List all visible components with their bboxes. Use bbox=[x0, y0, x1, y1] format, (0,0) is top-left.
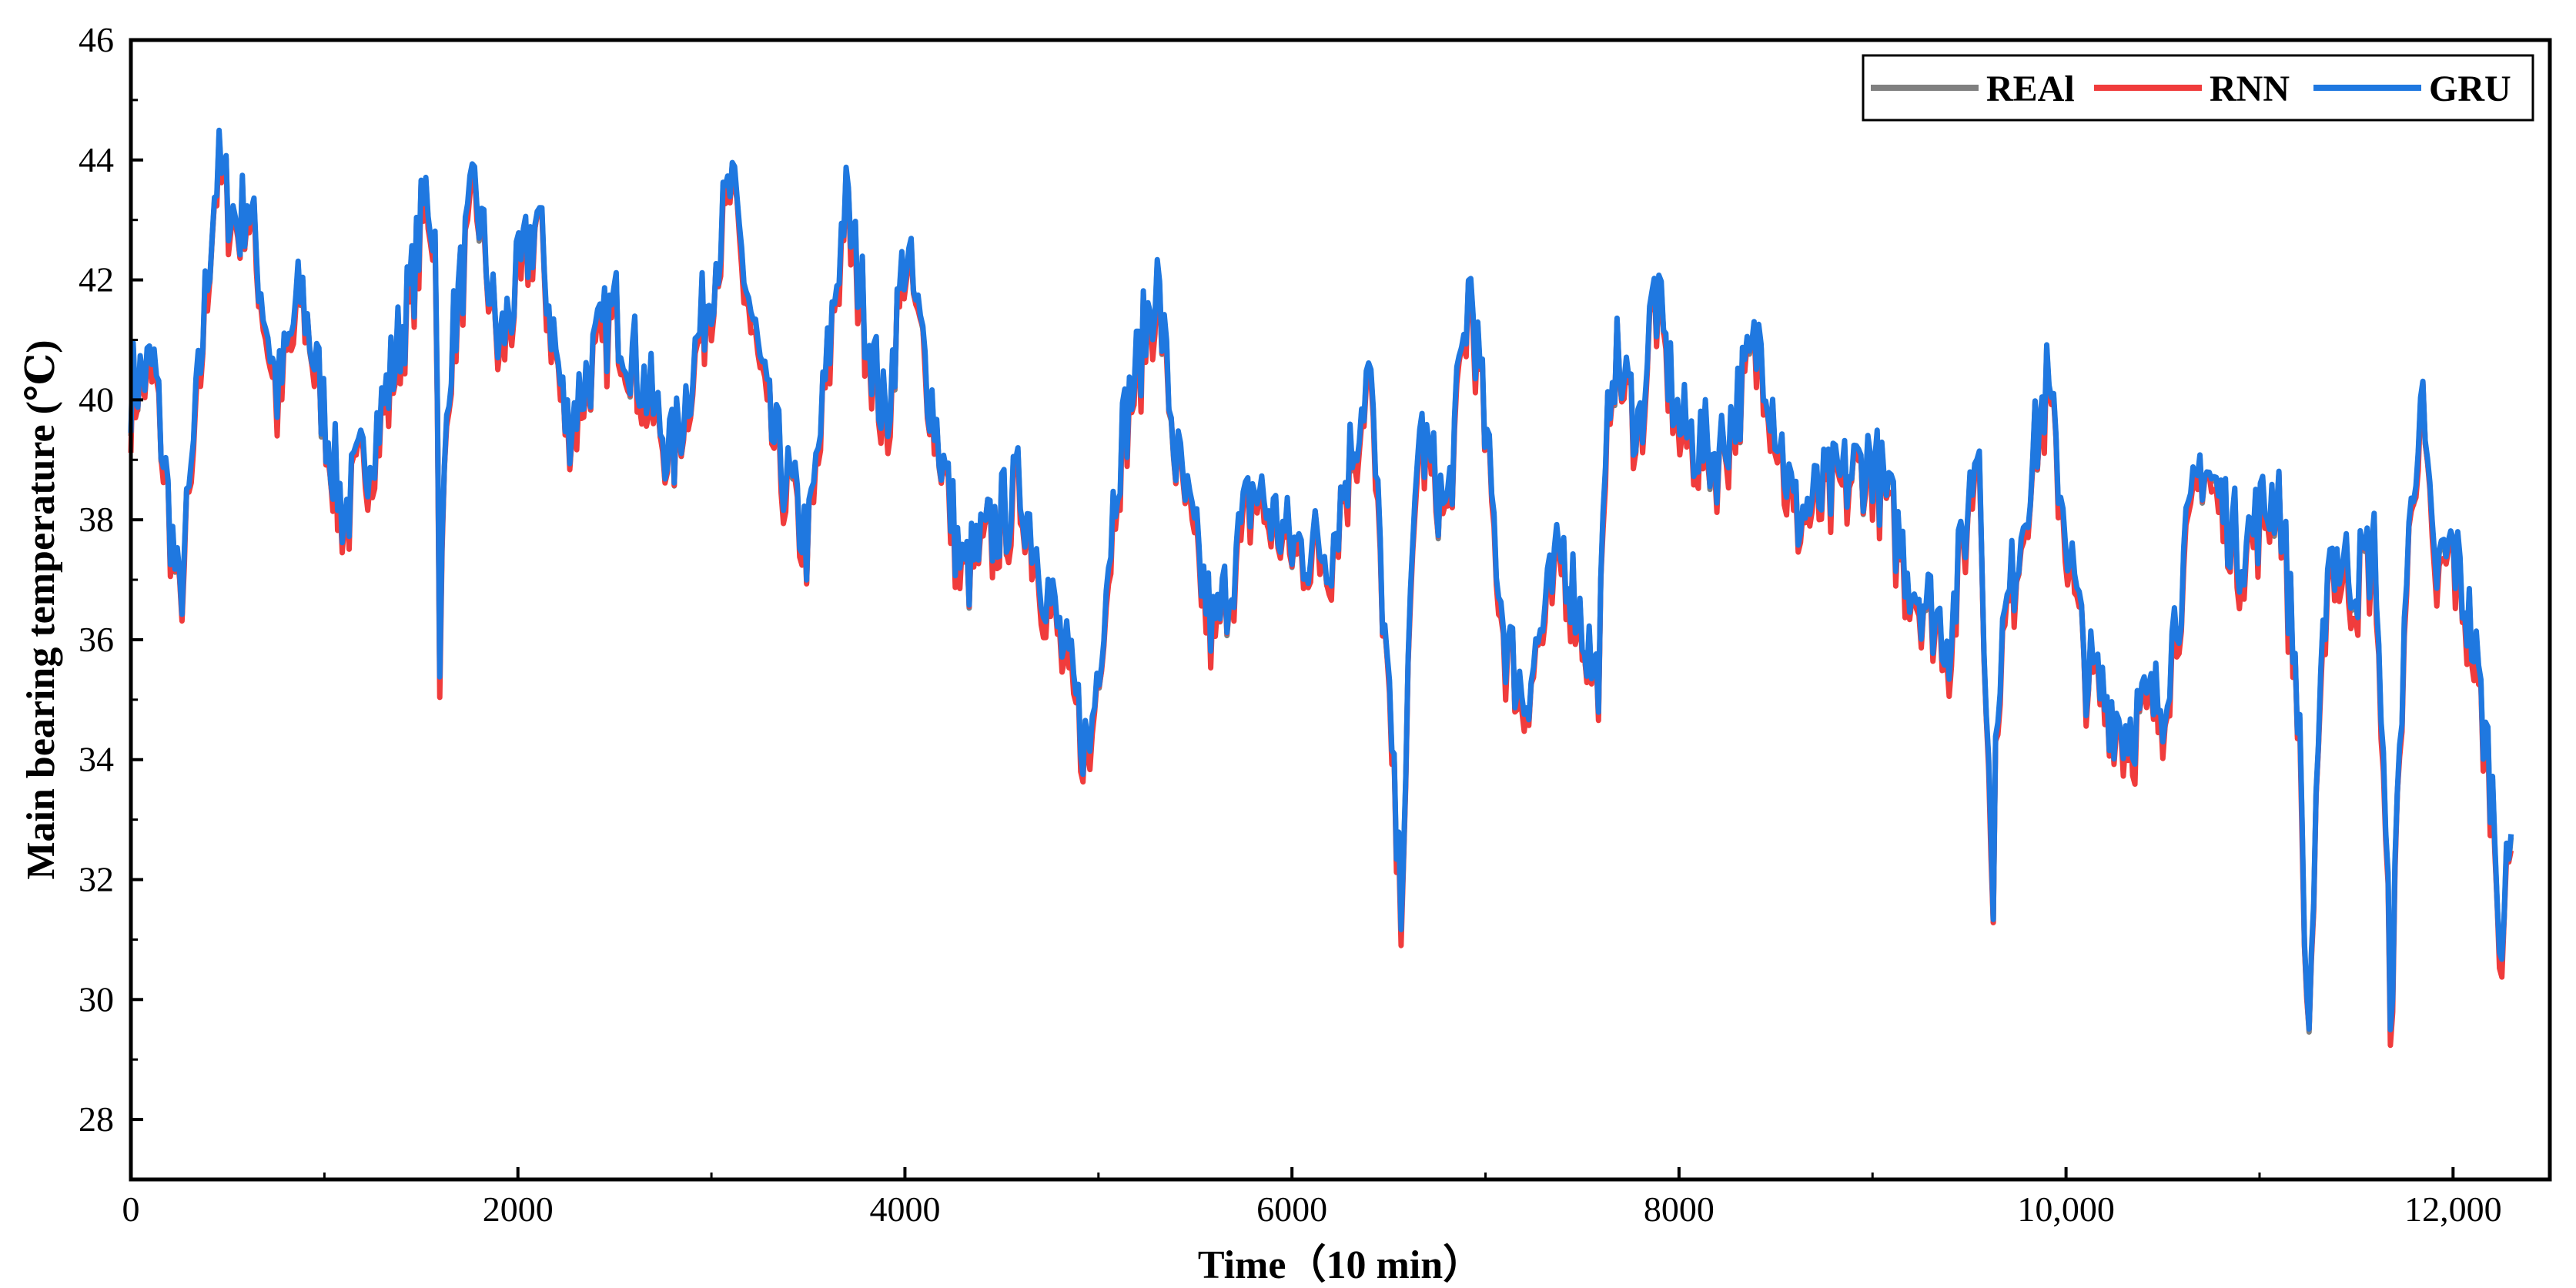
x-axis: 0 2000 4000 6000 8000 10,000 12,000 bbox=[122, 1167, 2502, 1229]
y-tick-label: 36 bbox=[79, 620, 114, 659]
y-axis: 28 30 32 34 36 38 40 42 44 46 bbox=[79, 20, 143, 1181]
y-tick-label: 34 bbox=[79, 740, 114, 779]
y-tick-label: 32 bbox=[79, 860, 114, 899]
legend: REAl RNN GRU bbox=[1862, 54, 2534, 122]
legend-label: REAl bbox=[1986, 69, 2075, 109]
series-line bbox=[128, 127, 2514, 1032]
y-tick-label: 30 bbox=[79, 979, 114, 1019]
legend-label: RNN bbox=[2210, 69, 2290, 109]
x-tick-label: 12,000 bbox=[2404, 1189, 2502, 1229]
x-tick-label: 8000 bbox=[1644, 1189, 1715, 1229]
y-tick-label: 28 bbox=[79, 1099, 114, 1139]
plot-frame bbox=[129, 38, 2552, 1182]
x-tick-label: 6000 bbox=[1256, 1189, 1327, 1229]
y-axis-title: Main bearing temperature (℃) bbox=[19, 340, 63, 879]
y-tick-label: 44 bbox=[79, 140, 114, 179]
x-tick-label: 0 bbox=[122, 1189, 140, 1229]
legend-label: GRU bbox=[2429, 69, 2511, 109]
x-tick-label: 4000 bbox=[869, 1189, 940, 1229]
y-tick-label: 46 bbox=[79, 20, 114, 59]
series-lines bbox=[128, 127, 2514, 1049]
y-tick-label: 42 bbox=[79, 260, 114, 299]
x-axis-title: Time（10 min） bbox=[1198, 1243, 1483, 1287]
y-tick-label: 40 bbox=[79, 380, 114, 419]
x-tick-label: 10,000 bbox=[2017, 1189, 2115, 1229]
y-tick-label: 38 bbox=[79, 500, 114, 539]
x-tick-label: 2000 bbox=[483, 1189, 554, 1229]
